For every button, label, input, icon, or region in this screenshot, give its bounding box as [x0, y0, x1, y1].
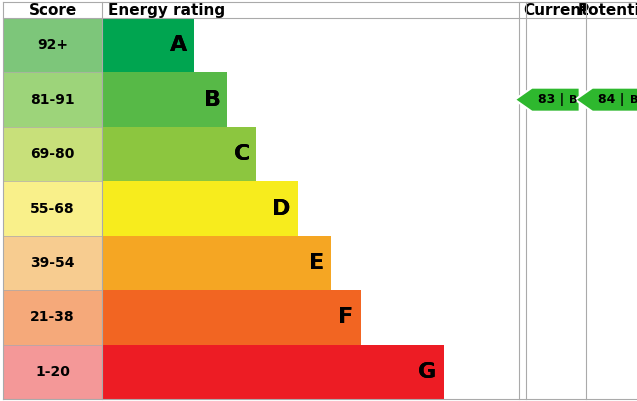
Bar: [102, 236, 331, 290]
Polygon shape: [515, 88, 580, 112]
Text: A: A: [170, 35, 187, 55]
Bar: [102, 181, 298, 236]
Text: D: D: [272, 198, 290, 219]
Text: B: B: [630, 95, 637, 105]
Text: 55-68: 55-68: [30, 202, 75, 215]
Text: 69-80: 69-80: [31, 147, 75, 161]
Bar: [102, 290, 361, 344]
Text: A: A: [170, 35, 187, 55]
Bar: [102, 18, 519, 399]
Bar: [3, 2, 637, 18]
Polygon shape: [575, 88, 637, 112]
Text: F: F: [338, 307, 353, 327]
Bar: [102, 344, 444, 399]
Text: Current: Current: [523, 2, 589, 18]
Text: 84 |: 84 |: [598, 93, 624, 106]
Text: G: G: [418, 362, 436, 382]
Text: Potential: Potential: [577, 2, 637, 18]
Bar: [102, 181, 298, 236]
Text: 1-20: 1-20: [35, 365, 70, 379]
Bar: [102, 73, 227, 127]
Bar: [3, 127, 102, 181]
Text: E: E: [309, 253, 324, 273]
Text: 83 |: 83 |: [538, 93, 564, 106]
Text: Energy rating: Energy rating: [108, 2, 225, 18]
Bar: [3, 290, 102, 344]
Bar: [3, 18, 102, 73]
Text: B: B: [204, 90, 221, 110]
Text: D: D: [272, 198, 290, 219]
Bar: [102, 18, 194, 73]
Bar: [102, 290, 361, 344]
Bar: [526, 2, 637, 399]
Bar: [102, 344, 444, 399]
Text: B: B: [569, 95, 578, 105]
Bar: [102, 18, 194, 73]
Text: C: C: [234, 144, 250, 164]
Text: G: G: [418, 362, 436, 382]
Text: 81-91: 81-91: [30, 93, 75, 107]
Text: C: C: [234, 144, 250, 164]
Text: 21-38: 21-38: [30, 310, 75, 324]
Text: Score: Score: [29, 2, 76, 18]
Text: E: E: [309, 253, 324, 273]
Bar: [3, 344, 102, 399]
Bar: [3, 236, 102, 290]
Bar: [3, 181, 102, 236]
Text: 92+: 92+: [37, 38, 68, 52]
Text: F: F: [338, 307, 353, 327]
Bar: [102, 127, 256, 181]
Text: B: B: [204, 90, 221, 110]
Bar: [102, 236, 331, 290]
Bar: [102, 127, 256, 181]
Bar: [3, 73, 102, 127]
Text: 39-54: 39-54: [31, 256, 75, 270]
Bar: [102, 73, 227, 127]
